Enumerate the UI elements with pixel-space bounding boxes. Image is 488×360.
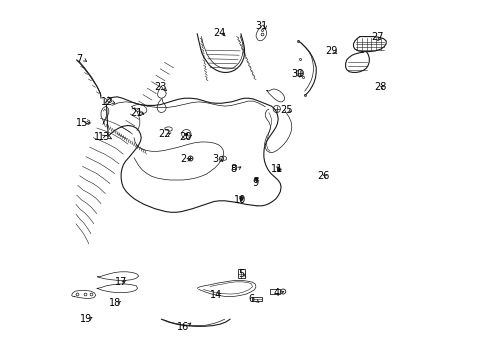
Text: 18: 18	[108, 298, 121, 308]
Text: 13: 13	[98, 132, 110, 142]
Text: 12: 12	[101, 97, 114, 107]
Text: 26: 26	[317, 171, 329, 181]
Text: 4: 4	[273, 288, 279, 298]
Text: 1: 1	[94, 132, 101, 142]
Text: 29: 29	[325, 46, 337, 56]
Text: 17: 17	[114, 277, 127, 287]
Text: 20: 20	[179, 132, 191, 142]
Text: 30: 30	[291, 69, 303, 79]
Text: 19: 19	[80, 314, 92, 324]
Text: 6: 6	[248, 294, 254, 304]
Text: 10: 10	[234, 195, 246, 205]
Text: 27: 27	[370, 32, 383, 42]
Text: 11: 11	[270, 164, 283, 174]
Text: 7: 7	[76, 54, 82, 64]
Text: 5: 5	[237, 269, 244, 279]
Text: 25: 25	[280, 105, 292, 115]
Bar	[251, 297, 261, 301]
Text: 15: 15	[76, 118, 88, 128]
Text: 9: 9	[252, 178, 258, 188]
Text: 8: 8	[230, 164, 236, 174]
Text: 28: 28	[373, 82, 386, 93]
Text: 14: 14	[209, 290, 222, 300]
Text: 22: 22	[158, 129, 171, 139]
Text: 2: 2	[180, 154, 186, 164]
Bar	[238, 269, 244, 278]
Text: 21: 21	[130, 108, 143, 118]
Text: 23: 23	[154, 82, 166, 93]
Text: 31: 31	[255, 21, 267, 31]
Text: 16: 16	[177, 322, 189, 332]
Bar	[270, 289, 280, 294]
Text: 24: 24	[213, 28, 225, 38]
Text: 3: 3	[212, 154, 219, 164]
